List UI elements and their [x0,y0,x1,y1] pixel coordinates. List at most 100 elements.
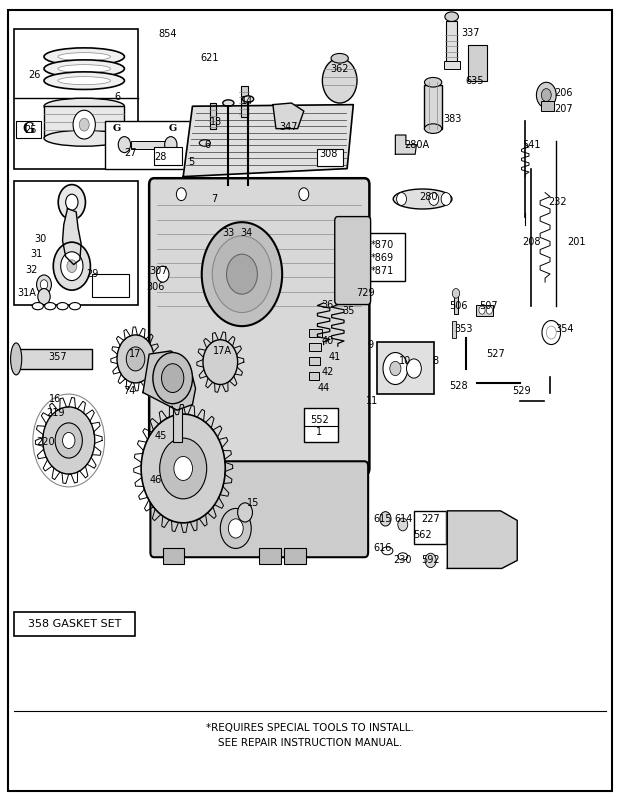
Circle shape [40,280,48,289]
Ellipse shape [425,124,442,134]
Ellipse shape [393,189,452,209]
Bar [476,304,493,316]
Bar [446,21,457,65]
Circle shape [160,438,206,499]
Circle shape [202,222,282,326]
Circle shape [170,391,184,410]
Circle shape [165,137,177,153]
Text: 220: 220 [36,437,55,447]
Ellipse shape [242,96,254,103]
Bar [444,61,459,69]
Ellipse shape [445,12,458,22]
Text: 14: 14 [241,95,253,106]
Bar [131,141,171,149]
Text: 614: 614 [395,514,413,524]
Circle shape [118,137,131,153]
Circle shape [61,252,83,280]
Text: 6: 6 [204,139,210,150]
Text: 32: 32 [25,265,38,276]
Text: 46: 46 [149,476,161,485]
Bar [105,121,194,169]
Circle shape [53,242,91,290]
Circle shape [63,433,75,449]
Bar [154,147,182,165]
Circle shape [37,275,51,294]
Text: 308: 308 [319,149,338,159]
Text: 383: 383 [443,114,461,124]
Bar [14,29,138,169]
Circle shape [425,553,436,568]
Bar [452,320,456,338]
Bar [414,511,446,545]
Ellipse shape [44,48,125,66]
Circle shape [43,407,95,474]
Text: 7: 7 [211,194,217,204]
Text: 362: 362 [330,63,349,74]
Ellipse shape [349,291,363,303]
Text: 208: 208 [522,237,541,248]
Text: 357: 357 [48,352,67,361]
Ellipse shape [382,547,393,555]
Text: 206: 206 [554,87,573,98]
Bar [425,85,442,129]
Bar [309,343,321,351]
Text: SEE REPAIR INSTRUCTION MANUAL.: SEE REPAIR INSTRUCTION MANUAL. [218,738,402,748]
Circle shape [380,512,391,526]
Ellipse shape [58,53,110,61]
Bar [92,274,130,296]
Text: 232: 232 [548,197,567,207]
Text: 25: 25 [24,125,37,135]
Circle shape [479,306,485,314]
Ellipse shape [44,60,125,78]
Circle shape [407,359,422,378]
Text: 31: 31 [30,249,43,260]
Text: 10: 10 [399,356,412,365]
Text: G: G [169,124,177,133]
Circle shape [174,457,192,481]
Circle shape [141,414,225,523]
Circle shape [486,306,492,314]
Text: 8: 8 [432,356,438,365]
Text: 854: 854 [159,30,177,39]
Text: 5: 5 [188,157,194,167]
Text: 528: 528 [449,381,467,391]
Text: 207: 207 [554,103,573,114]
Circle shape [220,509,251,549]
Circle shape [117,335,154,383]
Circle shape [203,340,237,384]
Circle shape [536,83,556,108]
Text: 280A: 280A [404,139,429,150]
Bar [163,549,184,565]
Circle shape [55,423,82,458]
Circle shape [153,352,192,404]
Bar [44,107,125,139]
Bar [14,613,135,636]
Text: 1: 1 [316,428,322,437]
Text: 337: 337 [461,28,480,38]
Ellipse shape [45,303,56,310]
Circle shape [390,361,401,376]
Text: 552: 552 [310,415,329,425]
Ellipse shape [58,77,110,85]
Ellipse shape [11,343,22,375]
Polygon shape [396,135,417,155]
Bar [284,549,306,565]
Text: *871: *871 [371,266,394,276]
Text: 17: 17 [130,349,142,359]
Text: 13: 13 [210,117,222,127]
Circle shape [429,192,439,205]
Circle shape [126,347,145,371]
Text: 635: 635 [465,75,484,86]
Text: 615: 615 [374,514,392,524]
Text: 34: 34 [241,227,253,238]
Bar [317,149,343,167]
Text: 11: 11 [366,396,378,405]
Text: 621: 621 [200,53,219,63]
Circle shape [237,503,252,522]
Circle shape [383,352,408,384]
Text: *870: *870 [371,239,394,250]
Text: 29: 29 [86,269,99,280]
Text: *REQUIRES SPECIAL TOOLS TO INSTALL.: *REQUIRES SPECIAL TOOLS TO INSTALL. [206,723,414,734]
Polygon shape [143,351,195,410]
Circle shape [67,260,77,272]
